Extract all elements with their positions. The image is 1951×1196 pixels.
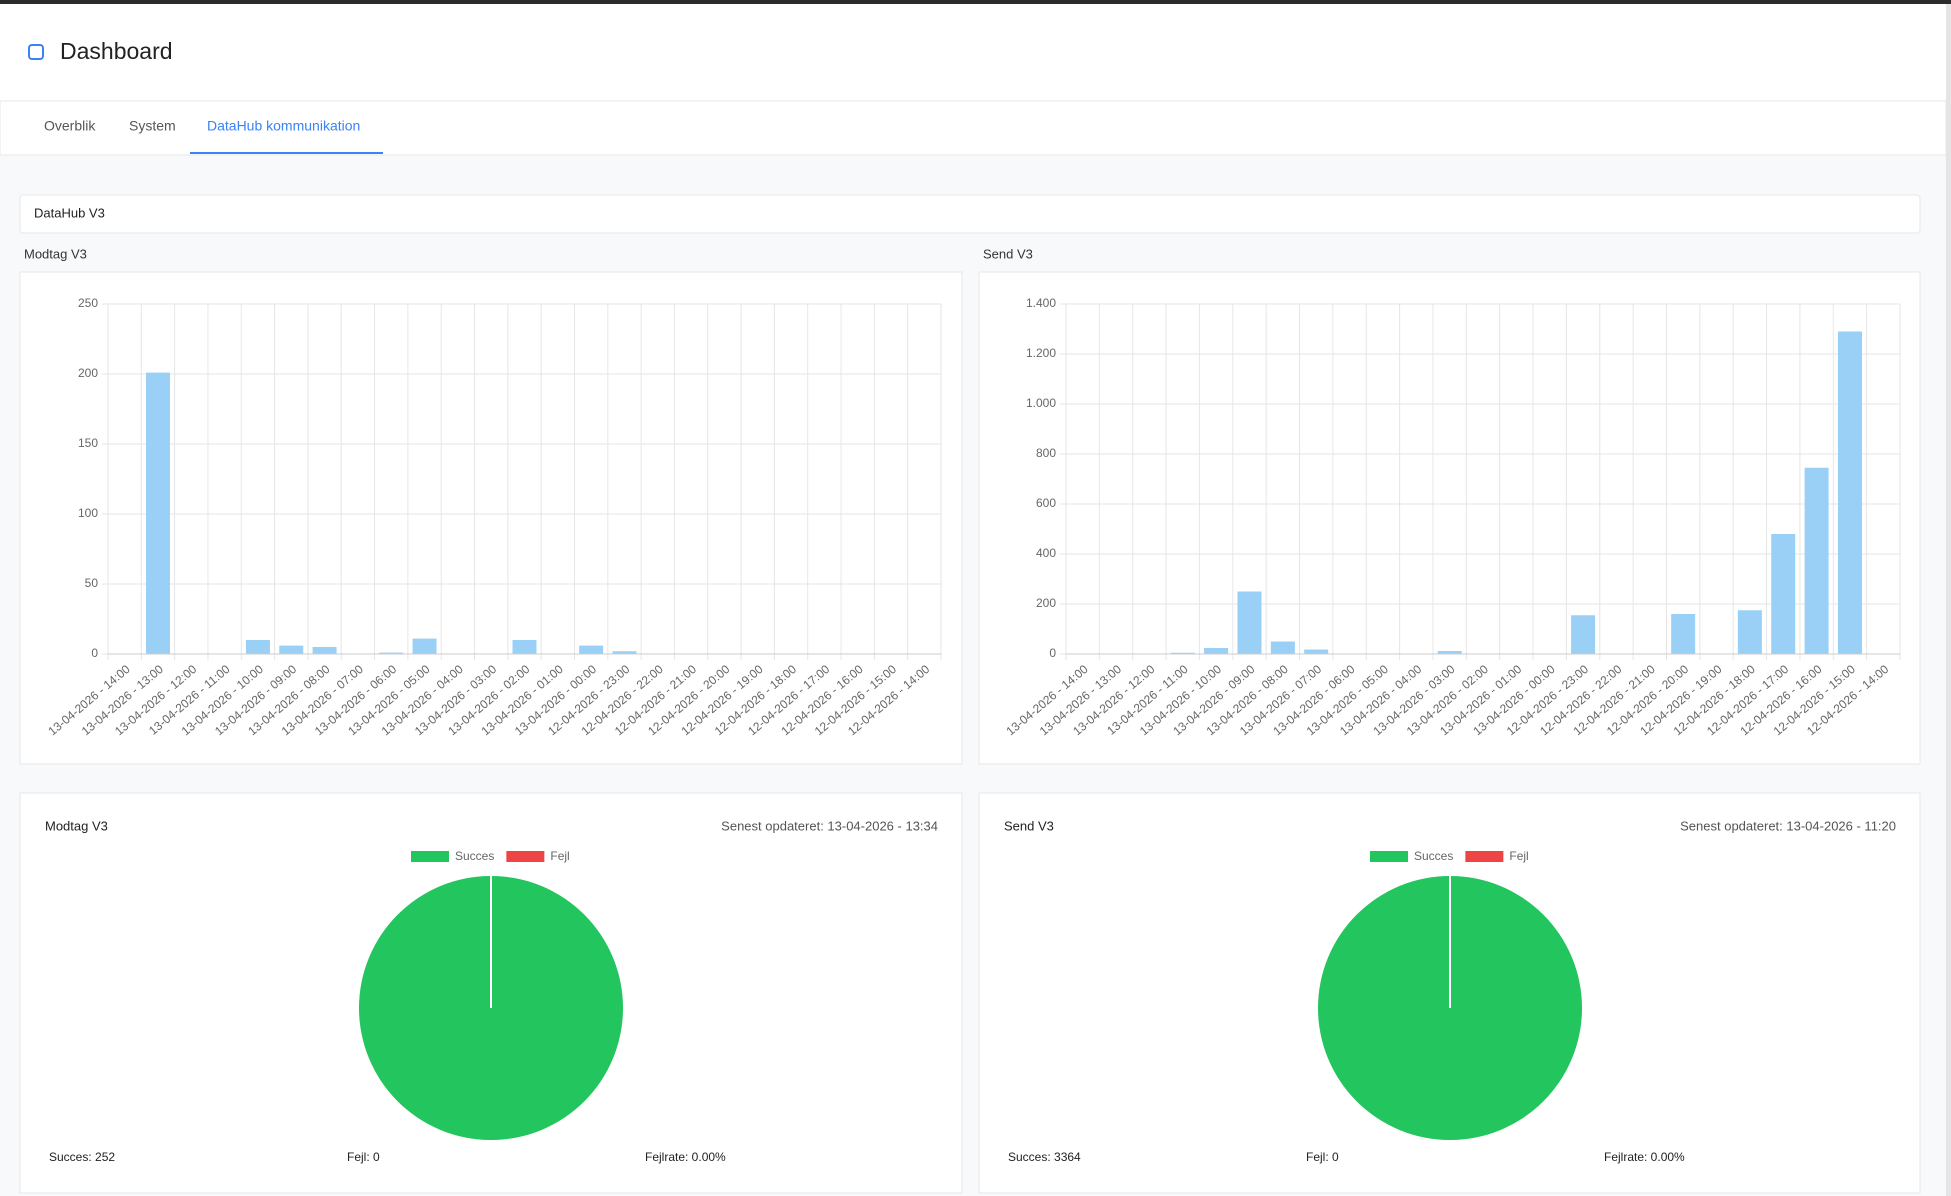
bar: [579, 645, 604, 654]
y-tick-label: 200: [1036, 596, 1056, 610]
bar: [1437, 651, 1462, 654]
bar: [1804, 467, 1829, 654]
bar: [512, 640, 537, 654]
bar: [245, 640, 270, 654]
stat-label: Fejl: 0: [1306, 1150, 1339, 1164]
y-tick-label: 400: [1036, 546, 1056, 560]
chart-heading: Modtag V3: [24, 246, 87, 261]
bar: [1837, 331, 1862, 654]
y-tick-label: 200: [78, 366, 98, 380]
y-tick-label: 0: [1049, 646, 1056, 660]
header: [0, 4, 1946, 101]
legend-swatch: [411, 851, 449, 862]
legend-label: Fejl: [1509, 849, 1528, 863]
y-tick-label: 1.000: [1026, 396, 1056, 410]
bar: [412, 638, 437, 654]
chart-subtitle: Senest opdateret: 13-04-2026 - 13:34: [721, 818, 938, 833]
legend-swatch: [506, 851, 545, 862]
bar: [1737, 610, 1762, 654]
y-tick-label: 1.400: [1026, 296, 1056, 310]
chart-card: [19, 271, 963, 765]
y-tick-label: 800: [1036, 446, 1056, 460]
y-tick-label: 250: [78, 296, 98, 310]
top-bar: [0, 0, 1951, 4]
tab[interactable]: Overblik: [44, 118, 96, 134]
legend-swatch: [1370, 851, 1408, 862]
y-tick-label: 100: [78, 506, 98, 520]
legend-label: Succes: [1414, 849, 1453, 863]
bar: [1571, 615, 1596, 654]
y-tick-label: 1.200: [1026, 346, 1056, 360]
bar: [1771, 534, 1796, 654]
stat-label: Succes: 252: [49, 1150, 115, 1164]
bar: [612, 651, 637, 654]
tab[interactable]: System: [129, 118, 176, 134]
page-title: Dashboard: [60, 38, 173, 64]
chart-subtitle: Senest opdateret: 13-04-2026 - 11:20: [1680, 818, 1896, 833]
stat-label: Fejlrate: 0.00%: [645, 1150, 726, 1164]
y-tick-label: 0: [91, 646, 98, 660]
bar: [145, 372, 170, 654]
legend-swatch: [1465, 851, 1504, 862]
bar: [1170, 652, 1195, 654]
chart-title: Send V3: [1004, 818, 1054, 833]
section-title: DataHub V3: [34, 205, 105, 220]
bar: [1237, 591, 1262, 654]
bar: [1204, 648, 1229, 654]
tab-bar: [0, 100, 1947, 156]
chart-heading: Send V3: [983, 246, 1033, 261]
bar: [312, 647, 337, 654]
scrollbar: [1946, 4, 1951, 1196]
legend-label: Succes: [455, 849, 494, 863]
tab-active[interactable]: DataHub kommunikation: [207, 118, 360, 134]
y-tick-label: 600: [1036, 496, 1056, 510]
stat-label: Fejl: 0: [347, 1150, 380, 1164]
header-icon: [28, 44, 44, 60]
chart-title: Modtag V3: [45, 818, 108, 833]
bar: [1304, 649, 1329, 654]
tab-underline: [190, 152, 383, 154]
bar: [279, 645, 304, 654]
section-card: [19, 194, 1921, 234]
bar: [1270, 641, 1295, 654]
bar: [1671, 614, 1696, 654]
stat-label: Succes: 3364: [1008, 1150, 1081, 1164]
stat-label: Fejlrate: 0.00%: [1604, 1150, 1685, 1164]
y-tick-label: 50: [85, 576, 99, 590]
legend-label: Fejl: [550, 849, 569, 863]
bar: [379, 652, 404, 654]
y-tick-label: 150: [78, 436, 98, 450]
